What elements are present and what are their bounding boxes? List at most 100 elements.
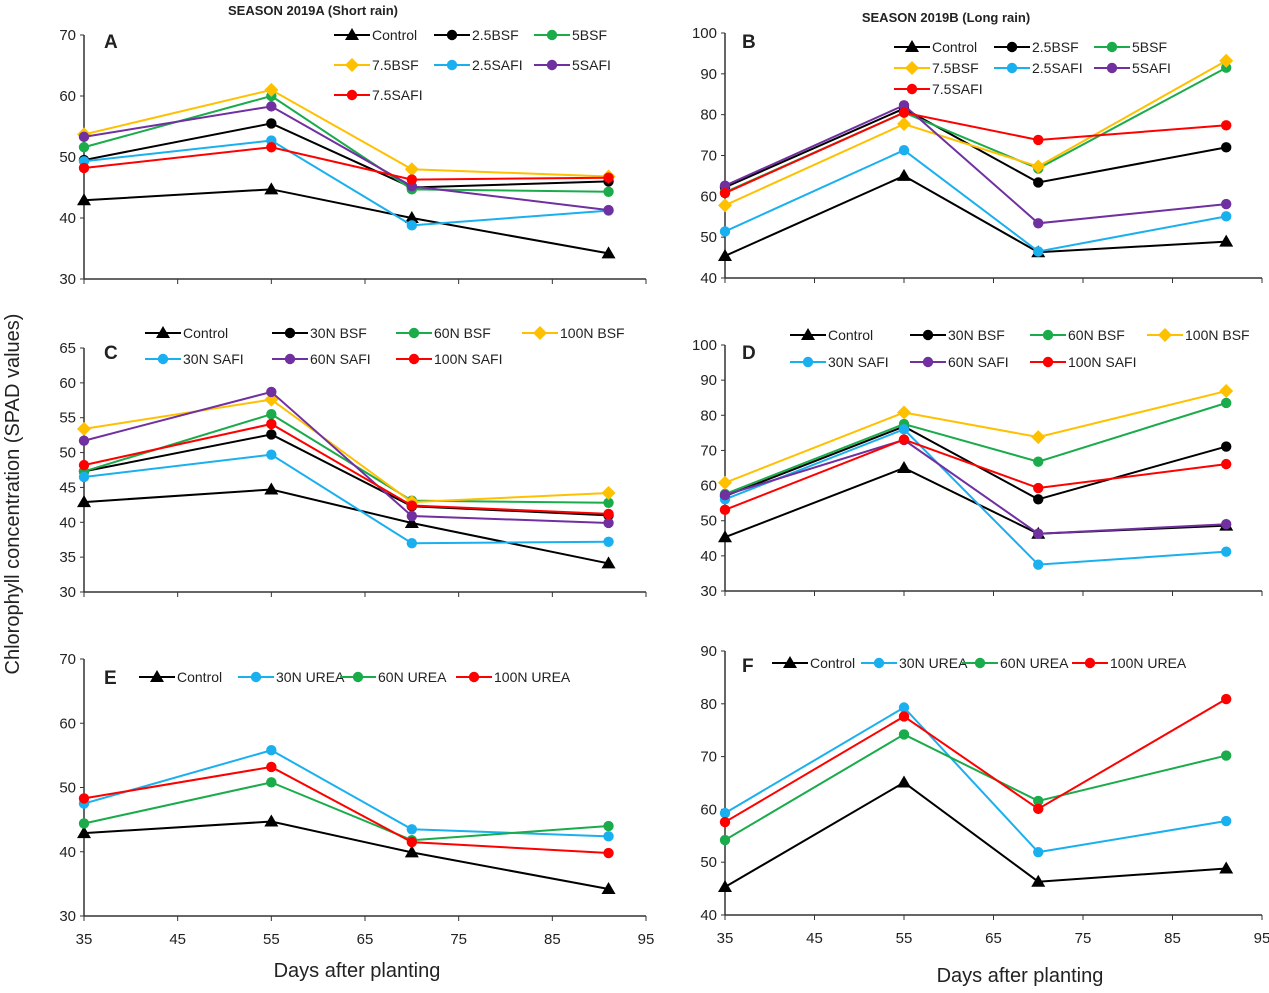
- y-tick-label: 30: [59, 584, 76, 601]
- legend-label: Control: [810, 655, 855, 671]
- y-tick-label: 60: [59, 375, 76, 392]
- series-line: [83, 453, 609, 545]
- data-point: [898, 424, 910, 435]
- data-point: [603, 186, 614, 197]
- data-point: [77, 826, 91, 839]
- data-point: [404, 162, 419, 177]
- data-point: [266, 429, 277, 440]
- data-point: [719, 834, 731, 846]
- data-point: [897, 461, 911, 473]
- y-tick-label: 40: [59, 844, 76, 861]
- legend-label: 60N BSF: [434, 325, 491, 341]
- panel-F: 40 50 60 70 80 90 35 45 55 65 75 85 95 F Control 30N UR…: [700, 643, 1269, 947]
- data-point: [1221, 198, 1232, 210]
- legend-label: Control: [177, 669, 222, 685]
- series-30n-safi: [78, 449, 614, 549]
- legend-label: 30N BSF: [948, 327, 1005, 343]
- y-tick-label: 60: [700, 801, 717, 818]
- y-axis-label: Chlorophyll concentration (SPAD values): [2, 314, 24, 675]
- legend-item: 7.5BSF: [334, 57, 419, 73]
- series-2-5bsf: [78, 118, 614, 193]
- series-line: [83, 765, 609, 855]
- series-control: [77, 182, 616, 259]
- x-tick-label: 85: [544, 931, 561, 948]
- legend-item: Control: [334, 27, 417, 43]
- data-point: [898, 434, 910, 445]
- data-point: [1221, 458, 1232, 470]
- y-tick-label: 60: [700, 188, 717, 205]
- legend-marker: [802, 356, 814, 368]
- x-tick-label: 55: [896, 930, 913, 947]
- series-line: [83, 433, 609, 517]
- legend-item: 5SAFI: [1094, 60, 1171, 76]
- data-point: [719, 807, 731, 819]
- legend-label: 5BSF: [1132, 39, 1167, 55]
- y-tick-label: 40: [59, 210, 76, 227]
- y-tick-label: 70: [59, 651, 76, 668]
- legend-item: 60N SAFI: [272, 351, 371, 367]
- legend-marker: [1084, 657, 1096, 669]
- legend-label: 30N SAFI: [828, 354, 889, 370]
- data-point: [1221, 211, 1232, 222]
- legend-marker: [906, 83, 918, 95]
- legend-item: 100N UREA: [1072, 655, 1187, 671]
- series-line: [83, 749, 609, 838]
- series-control: [77, 814, 616, 895]
- data-point: [1219, 384, 1234, 399]
- series-60n-bsf: [719, 397, 1232, 500]
- data-point: [601, 246, 616, 259]
- legend-label: 2.5BSF: [472, 27, 519, 43]
- legend-item: 5BSF: [1094, 39, 1167, 55]
- legend-marker: [546, 29, 558, 41]
- y-tick-label: 80: [700, 696, 717, 713]
- legend-label: 5BSF: [572, 27, 607, 43]
- legend-label: Control: [183, 325, 228, 341]
- panel-title: SEASON 2019B (Long rain): [862, 10, 1030, 25]
- series-100n-bsf: [77, 392, 616, 510]
- series-30n-urea: [78, 745, 614, 842]
- legend-item: 30N SAFI: [790, 354, 889, 370]
- data-point: [1033, 803, 1044, 815]
- legend-item: 30N BSF: [910, 327, 1005, 343]
- data-point: [404, 845, 419, 858]
- data-point: [78, 459, 90, 471]
- y-tick-label: 70: [59, 27, 76, 44]
- data-point: [897, 775, 911, 788]
- data-point: [718, 475, 732, 490]
- series-line: [83, 488, 609, 565]
- series-line: [724, 438, 1227, 535]
- x-axis-label-right: Days after planting: [937, 965, 1104, 987]
- data-point: [1221, 142, 1232, 153]
- data-point: [1033, 456, 1044, 467]
- legend-item: 100N BSF: [522, 325, 625, 341]
- data-point: [718, 248, 732, 261]
- legend-item: 5SAFI: [534, 57, 611, 73]
- x-axis-label-left: Days after planting: [274, 960, 441, 982]
- data-point: [406, 500, 418, 511]
- series-line: [724, 402, 1227, 495]
- legend-marker: [905, 61, 919, 75]
- data-point: [719, 180, 731, 191]
- data-point: [266, 142, 277, 153]
- data-point: [719, 226, 731, 237]
- legend-item: 60N UREA: [340, 669, 447, 685]
- data-point: [603, 172, 614, 183]
- y-tick-label: 30: [59, 908, 76, 925]
- panel-label: F: [742, 656, 754, 677]
- panel-title: SEASON 2019A (Short rain): [228, 3, 398, 18]
- data-point: [77, 193, 91, 206]
- y-tick-label: 60: [59, 88, 76, 105]
- y-tick-label: 55: [59, 410, 76, 427]
- data-point: [1033, 482, 1044, 494]
- legend-label: 2.5SAFI: [1032, 60, 1083, 76]
- data-point: [898, 702, 910, 713]
- series-line: [724, 107, 1227, 189]
- data-point: [898, 729, 910, 740]
- data-point: [1221, 546, 1232, 557]
- series-7-5bsf: [77, 82, 616, 184]
- legend-item: 60N BSF: [396, 325, 491, 341]
- data-point: [603, 847, 614, 859]
- data-point: [406, 836, 418, 848]
- y-tick-label: 50: [700, 229, 717, 246]
- legend-item: 2.5SAFI: [434, 57, 523, 73]
